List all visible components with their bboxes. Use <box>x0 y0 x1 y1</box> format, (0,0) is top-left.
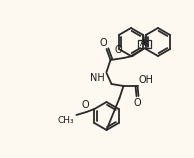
Text: O: O <box>134 98 141 108</box>
Text: CH₃: CH₃ <box>58 116 74 125</box>
FancyBboxPatch shape <box>138 40 151 48</box>
Text: O: O <box>100 38 107 48</box>
Text: OH: OH <box>139 75 153 85</box>
Text: O: O <box>81 100 89 110</box>
Text: As: As <box>139 40 150 49</box>
Text: O: O <box>115 45 122 55</box>
Text: NH: NH <box>90 73 105 83</box>
